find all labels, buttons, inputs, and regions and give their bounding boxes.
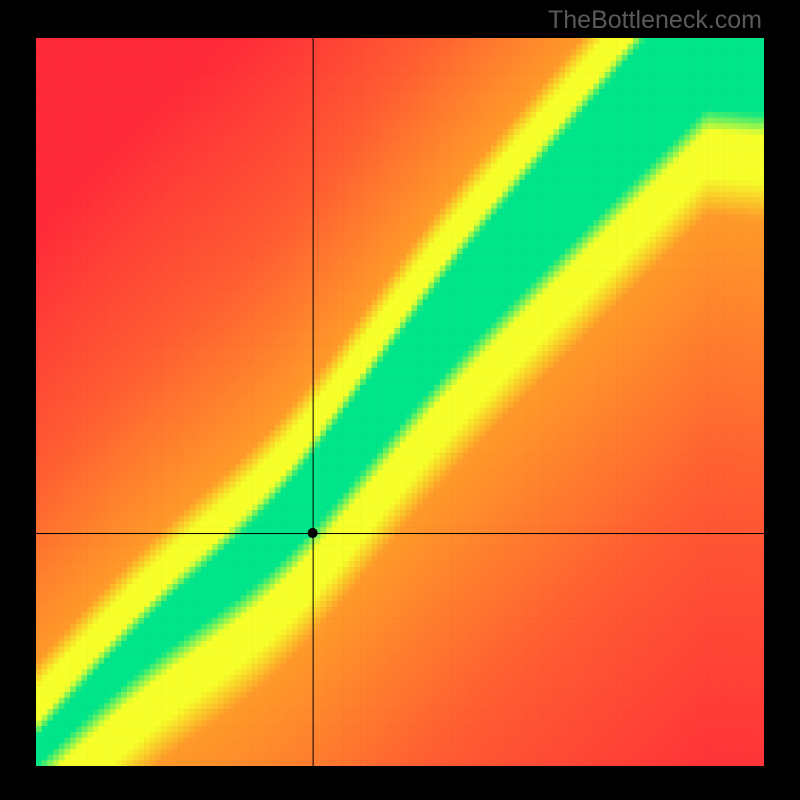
heatmap-canvas [36,38,764,766]
heatmap-plot [36,38,764,766]
outer-frame: TheBottleneck.com [0,0,800,800]
watermark-text: TheBottleneck.com [548,6,762,35]
